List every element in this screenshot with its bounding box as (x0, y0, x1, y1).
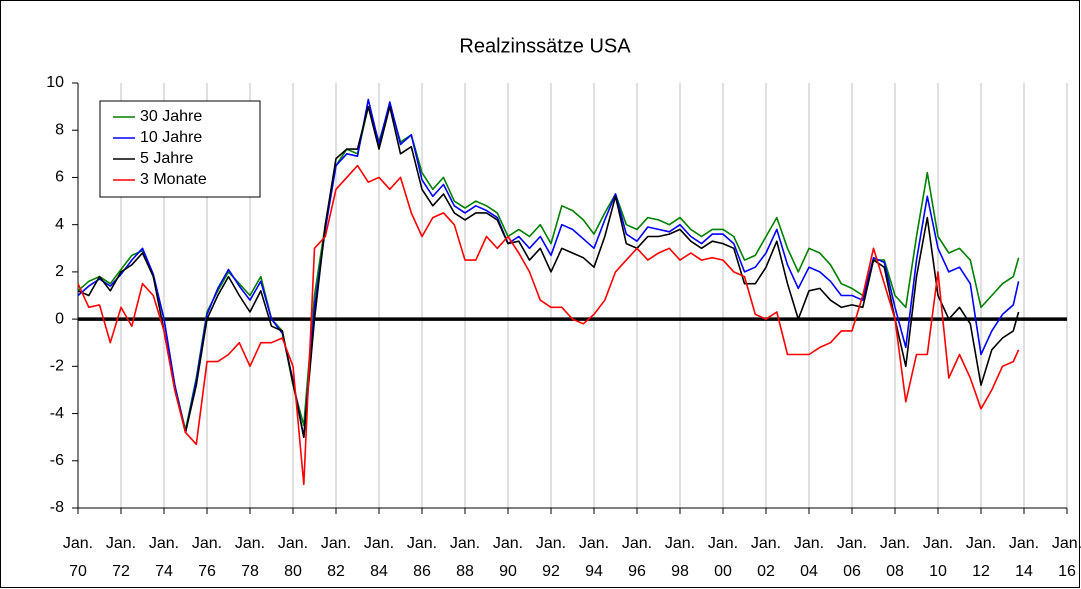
y-tick-label: -4 (50, 405, 64, 422)
x-tick-label: Jan. 88 (449, 535, 481, 580)
x-tick-label: Jan. 76 (191, 535, 223, 580)
x-tick-label: Jan. 92 (535, 535, 567, 580)
y-tick-label: 8 (55, 121, 64, 138)
y-tick-label: 4 (55, 216, 64, 233)
x-tick-label: Jan. 96 (621, 535, 653, 580)
legend-label: 30 Jahre (140, 108, 202, 125)
x-tick-label: Jan. 10 (922, 535, 954, 580)
legend-label: 10 Jahre (140, 129, 202, 146)
x-tick-label: Jan. 94 (578, 535, 610, 580)
y-tick-label: 6 (55, 169, 64, 186)
series-line (77, 98, 1020, 438)
y-tick-label: -2 (50, 358, 64, 375)
series-line (77, 105, 1020, 438)
x-tick-label: Jan. 80 (277, 535, 309, 580)
x-tick-label: Jan. 74 (148, 535, 180, 580)
x-tick-label: Jan. 84 (363, 535, 395, 580)
y-tick-label: -6 (50, 452, 64, 469)
legend: 30 Jahre 10 Jahre 5 Jahre 3 Monate (99, 100, 261, 198)
y-tick-label: -8 (50, 499, 64, 516)
x-tick-label: Jan. 12 (965, 535, 997, 580)
x-tick-label: Jan. 82 (320, 535, 352, 580)
x-tick-label: Jan. 00 (707, 535, 739, 580)
y-tick-label: 10 (46, 74, 64, 91)
x-tick-label: Jan. 02 (750, 535, 782, 580)
y-tick-label: 0 (55, 310, 64, 327)
series-line (77, 164, 1020, 486)
legend-label: 3 Monate (140, 171, 207, 188)
legend-label: 5 Jahre (140, 150, 193, 167)
x-tick-label: Jan. 78 (234, 535, 266, 580)
x-tick-label: Jan. 08 (879, 535, 911, 580)
y-tick-label: 2 (55, 263, 64, 280)
x-tick-label: Jan. 06 (836, 535, 868, 580)
x-tick-label: Jan. 70 (62, 535, 94, 580)
x-tick-label: Jan. 14 (1008, 535, 1040, 580)
x-tick-label: Jan. 16 (1051, 535, 1081, 580)
x-tick-label: Jan. 90 (492, 535, 524, 580)
x-tick-label: Jan. 98 (664, 535, 696, 580)
x-tick-label: Jan. 72 (105, 535, 137, 580)
x-tick-label: Jan. 04 (793, 535, 825, 580)
x-tick-label: Jan. 86 (406, 535, 438, 580)
chart-title: Realzinssätze USA (459, 35, 631, 57)
